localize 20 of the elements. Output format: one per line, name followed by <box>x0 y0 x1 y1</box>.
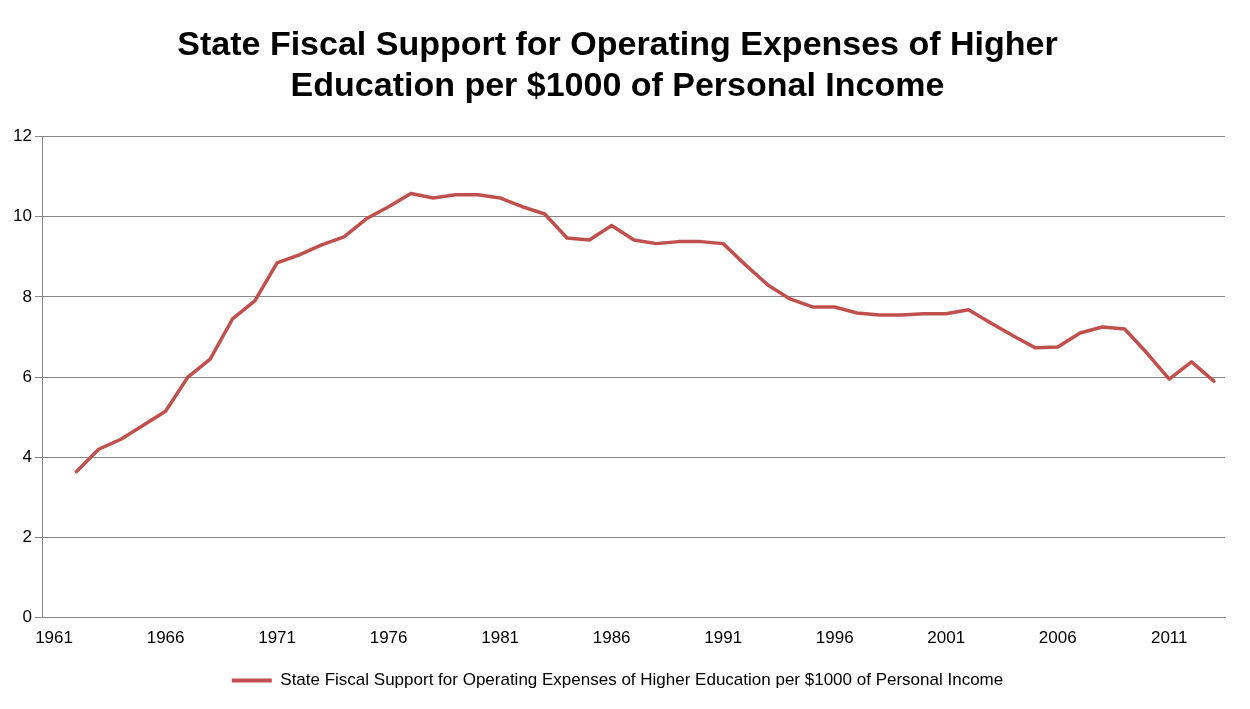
x-tick-label: 1961 <box>35 628 73 648</box>
y-tick-label: 0 <box>22 607 32 627</box>
x-tick-label: 1996 <box>815 628 854 648</box>
chart-title: State Fiscal Support for Operating Expenses of Higher Education per $1000 of Personal Income <box>177 23 1058 103</box>
y-tick-label: 12 <box>12 126 32 146</box>
x-tick-label: 2001 <box>927 628 966 648</box>
x-tick-label: 1966 <box>146 628 185 648</box>
y-tick-label: 6 <box>22 366 32 386</box>
y-tick-label: 8 <box>22 286 32 306</box>
legend-label: State Fiscal Support for Operating Expenses of Higher Education per $1000 of Personal Income <box>280 670 1004 690</box>
y-tick-label: 2 <box>22 527 32 547</box>
x-tick-label: 1986 <box>592 628 631 648</box>
y-tick-label: 4 <box>22 446 32 466</box>
x-tick-label: 1981 <box>481 628 520 648</box>
x-tick-label: 2011 <box>1150 628 1188 648</box>
x-tick-label: 1971 <box>258 628 297 648</box>
x-tick-label: 1991 <box>704 628 743 648</box>
x-tick-label: 2006 <box>1038 628 1077 648</box>
x-tick-label: 1976 <box>369 628 408 648</box>
y-tick-label: 10 <box>12 206 32 226</box>
